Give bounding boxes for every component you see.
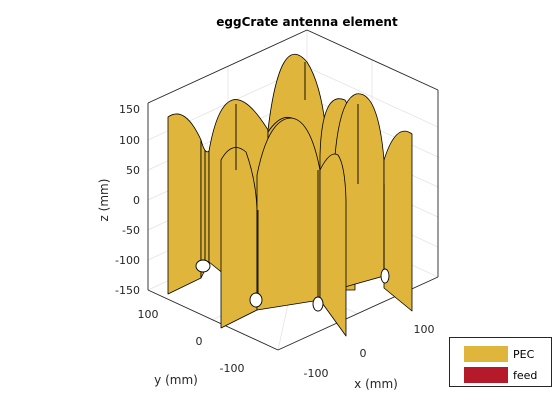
z-tick-label: -50 bbox=[122, 224, 140, 237]
plate-right bbox=[383, 130, 413, 312]
plate-front-right bbox=[319, 153, 347, 337]
y-tick-label: -100 bbox=[220, 362, 245, 375]
legend-swatch-pec bbox=[464, 346, 508, 362]
y-axis-label: y (mm) bbox=[154, 373, 198, 387]
legend-item-pec: PEC bbox=[464, 346, 534, 362]
slot-lines bbox=[204, 62, 385, 300]
x-tick-label: -100 bbox=[304, 367, 329, 380]
x-tick-label: 100 bbox=[414, 323, 435, 336]
plot-title: eggCrate antenna element bbox=[216, 15, 398, 29]
legend-item-feed: feed bbox=[464, 367, 537, 383]
y-tick-label: 100 bbox=[138, 308, 159, 321]
feed-port-2 bbox=[249, 292, 263, 308]
legend-label-feed: feed bbox=[513, 368, 538, 382]
feed-port-4 bbox=[380, 268, 390, 284]
x-tick-labels: -100 0 100 bbox=[304, 323, 435, 380]
y-tick-labels: 100 0 -100 bbox=[138, 308, 245, 375]
feed-port-3 bbox=[312, 296, 324, 312]
y-tick-label: 0 bbox=[196, 335, 203, 348]
legend-label-pec: PEC bbox=[513, 347, 535, 361]
x-tick-label: 0 bbox=[360, 347, 367, 360]
feed-port-1 bbox=[195, 259, 211, 273]
z-axis-label: z (mm) bbox=[97, 179, 111, 222]
z-tick-label: -150 bbox=[115, 284, 140, 297]
x-axis-label: x (mm) bbox=[354, 377, 398, 391]
z-tick-label: 50 bbox=[126, 164, 140, 177]
z-tick-label: 0 bbox=[133, 194, 140, 207]
plate-back-right-2 bbox=[333, 93, 385, 291]
antenna-plates bbox=[167, 53, 413, 337]
plate-front-center bbox=[256, 117, 321, 311]
z-tick-label: -100 bbox=[115, 254, 140, 267]
z-tick-label: 100 bbox=[119, 134, 140, 147]
legend-swatch-feed bbox=[464, 367, 508, 383]
z-tick-labels: 150 100 50 0 -50 -100 -150 bbox=[115, 103, 140, 297]
legend: PEC feed bbox=[449, 337, 552, 387]
feed-ports bbox=[195, 259, 390, 312]
z-tick-label: 150 bbox=[119, 103, 140, 116]
